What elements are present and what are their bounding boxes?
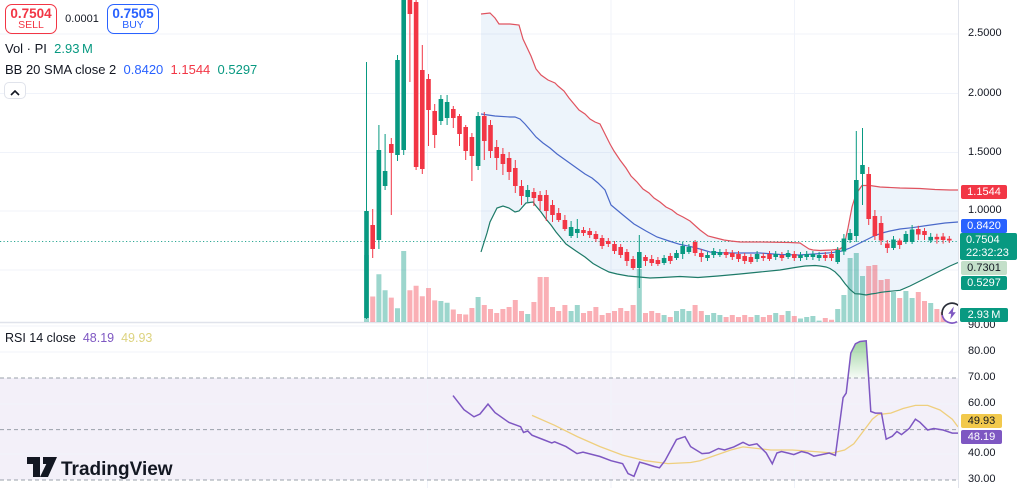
svg-text:TradingView: TradingView [61, 459, 173, 480]
